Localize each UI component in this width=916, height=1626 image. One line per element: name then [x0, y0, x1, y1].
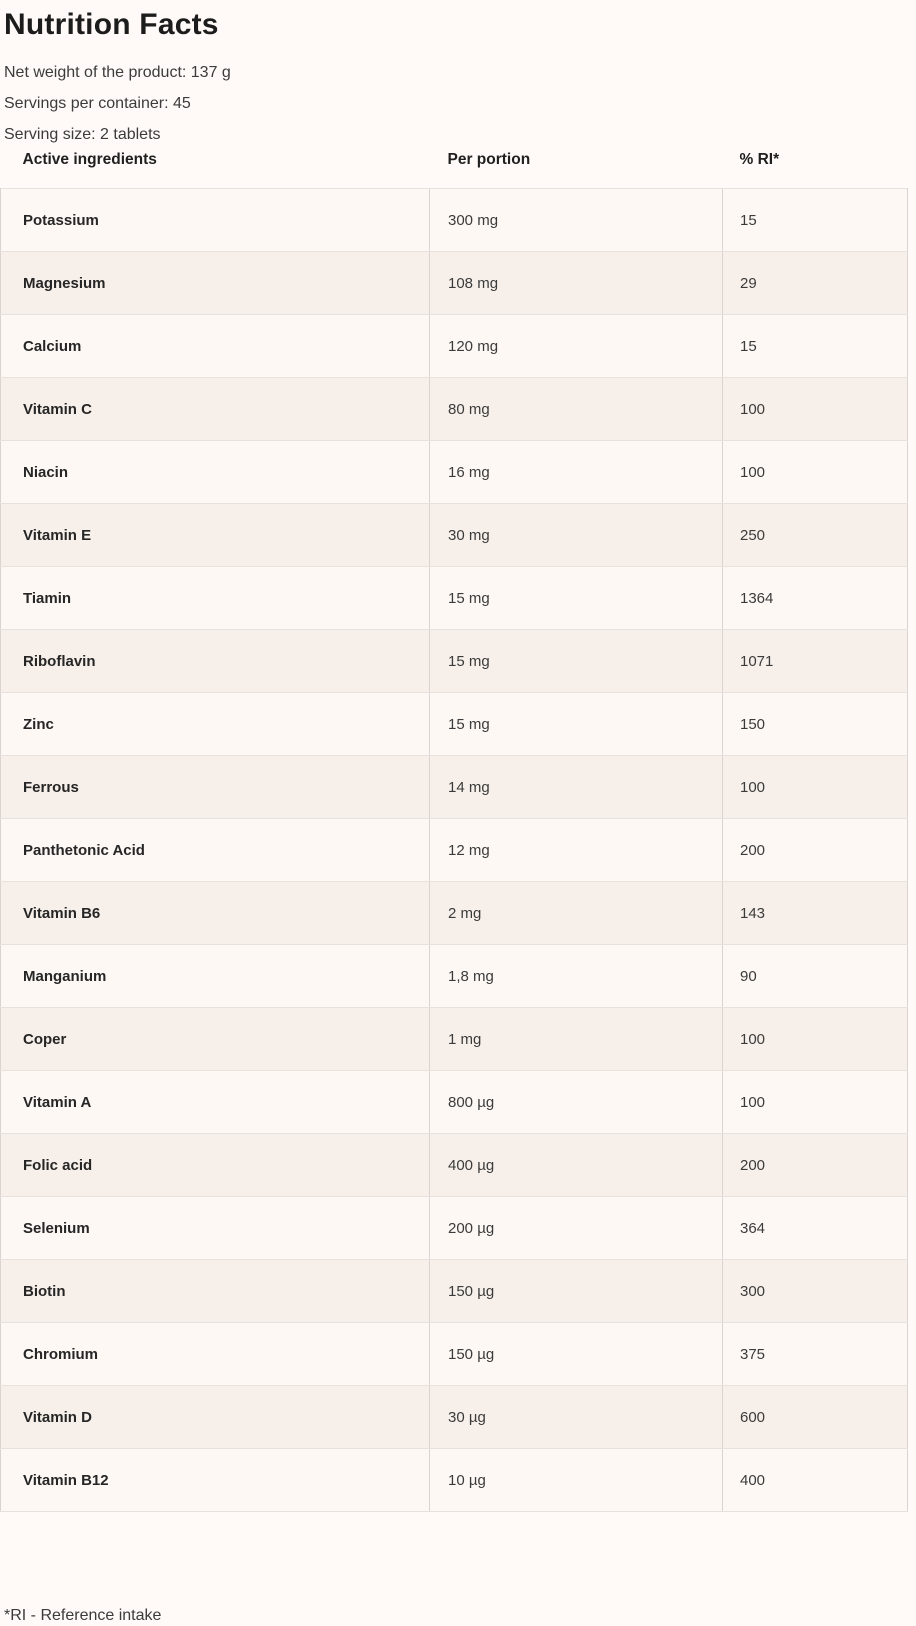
per-portion-value-cell: 14 mg: [429, 755, 723, 819]
table-header-row: Active ingredients Per portion % RI*: [1, 150, 908, 189]
table-row: Vitamin D 30 µg 600: [0, 1385, 908, 1449]
table-row: Vitamin E 30 mg 250: [0, 503, 908, 567]
per-portion-value-cell: 2 mg: [429, 881, 723, 945]
ri-percent-value-cell: 100: [722, 377, 908, 441]
ingredient-name-cell: Vitamin A: [0, 1070, 430, 1134]
col-header-per-portion: Per portion: [447, 151, 531, 168]
per-portion-value-cell: 30 µg: [429, 1385, 723, 1449]
ri-percent-value-cell: 1071: [722, 629, 908, 693]
table-row: Magnesium 108 mg 29: [0, 251, 908, 315]
nutrition-table: Active ingredients Per portion % RI* Pot…: [0, 150, 908, 1512]
col-header-ri-percent: % RI*: [739, 151, 780, 168]
net-weight-line: Net weight of the product: 137 g: [4, 64, 231, 81]
ingredient-name-cell: Coper: [0, 1007, 430, 1071]
ri-percent-value-cell: 400: [722, 1448, 908, 1512]
table-row: Riboflavin 15 mg 1071: [0, 629, 908, 693]
ri-percent-value-cell: 15: [722, 188, 908, 252]
per-portion-value-cell: 800 µg: [429, 1070, 723, 1134]
ingredient-name-cell: Manganium: [0, 944, 430, 1008]
per-portion-value-cell: 16 mg: [429, 440, 723, 504]
table-row: Potassium 300 mg 15: [0, 188, 908, 252]
ingredient-name-cell: Vitamin C: [0, 377, 430, 441]
ingredient-name-cell: Chromium: [0, 1322, 430, 1386]
table-row: Niacin 16 mg 100: [0, 440, 908, 504]
per-portion-value-cell: 200 µg: [429, 1196, 723, 1260]
table-body: Potassium 300 mg 15 Magnesium 108 mg 29 …: [0, 188, 908, 1512]
table-row: Panthetonic Acid 12 mg 200: [0, 818, 908, 882]
ri-percent-value-cell: 200: [722, 1133, 908, 1197]
ri-percent-value-cell: 100: [722, 1007, 908, 1071]
ri-percent-value-cell: 200: [722, 818, 908, 882]
ingredient-name-cell: Folic acid: [0, 1133, 430, 1197]
page-title: Nutrition Facts: [4, 8, 219, 41]
ingredient-name-cell: Calcium: [0, 314, 430, 378]
table-row: Vitamin B12 10 µg 400: [0, 1448, 908, 1512]
per-portion-value-cell: 15 mg: [429, 629, 723, 693]
table-row: Vitamin A 800 µg 100: [0, 1070, 908, 1134]
ingredient-name-cell: Vitamin B12: [0, 1448, 430, 1512]
product-meta: Net weight of the product: 137 g Serving…: [0, 57, 916, 150]
ingredient-name-cell: Niacin: [0, 440, 430, 504]
ri-percent-value-cell: 1364: [722, 566, 908, 630]
ingredient-name-cell: Panthetonic Acid: [0, 818, 430, 882]
per-portion-value-cell: 10 µg: [429, 1448, 723, 1512]
ingredient-name-cell: Magnesium: [0, 251, 430, 315]
ingredient-name-cell: Vitamin D: [0, 1385, 430, 1449]
per-portion-value-cell: 1,8 mg: [429, 944, 723, 1008]
table-row: Biotin 150 µg 300: [0, 1259, 908, 1323]
ingredient-name-cell: Vitamin E: [0, 503, 430, 567]
ri-percent-value-cell: 100: [722, 755, 908, 819]
per-portion-value-cell: 15 mg: [429, 692, 723, 756]
ingredient-name-cell: Riboflavin: [0, 629, 430, 693]
ri-percent-value-cell: 250: [722, 503, 908, 567]
ri-percent-value-cell: 150: [722, 692, 908, 756]
per-portion-value-cell: 15 mg: [429, 566, 723, 630]
table-row: Calcium 120 mg 15: [0, 314, 908, 378]
per-portion-value-cell: 120 mg: [429, 314, 723, 378]
per-portion-value-cell: 1 mg: [429, 1007, 723, 1071]
per-portion-value-cell: 150 µg: [429, 1322, 723, 1386]
ingredient-name-cell: Biotin: [0, 1259, 430, 1323]
ri-percent-value-cell: 375: [722, 1322, 908, 1386]
table-row: Vitamin B6 2 mg 143: [0, 881, 908, 945]
ingredient-name-cell: Selenium: [0, 1196, 430, 1260]
ri-percent-value-cell: 143: [722, 881, 908, 945]
table-row: Tiamin 15 mg 1364: [0, 566, 908, 630]
table-header: Active ingredients Per portion % RI*: [1, 150, 908, 189]
col-header-active-ingredients: Active ingredients: [22, 151, 157, 168]
serving-size-line: Serving size: 2 tablets: [4, 126, 161, 143]
per-portion-value-cell: 80 mg: [429, 377, 723, 441]
table-row: Manganium 1,8 mg 90: [0, 944, 908, 1008]
ingredient-name-cell: Ferrous: [0, 755, 430, 819]
ri-percent-value-cell: 100: [722, 440, 908, 504]
ri-percent-value-cell: 100: [722, 1070, 908, 1134]
ingredient-name-cell: Zinc: [0, 692, 430, 756]
per-portion-value-cell: 30 mg: [429, 503, 723, 567]
ri-percent-value-cell: 600: [722, 1385, 908, 1449]
ingredient-name-cell: Tiamin: [0, 566, 430, 630]
ri-percent-value-cell: 90: [722, 944, 908, 1008]
table-row: Chromium 150 µg 375: [0, 1322, 908, 1386]
table-row: Zinc 15 mg 150: [0, 692, 908, 756]
per-portion-value-cell: 108 mg: [429, 251, 723, 315]
per-portion-value-cell: 12 mg: [429, 818, 723, 882]
ri-percent-value-cell: 15: [722, 314, 908, 378]
ingredient-name-cell: Potassium: [0, 188, 430, 252]
per-portion-value-cell: 300 mg: [429, 188, 723, 252]
ingredient-name-cell: Vitamin B6: [0, 881, 430, 945]
per-portion-value-cell: 150 µg: [429, 1259, 723, 1323]
table-row: Coper 1 mg 100: [0, 1007, 908, 1071]
ri-percent-value-cell: 29: [722, 251, 908, 315]
reference-intake-footnote: *RI - Reference intake: [4, 1607, 162, 1624]
per-portion-value-cell: 400 µg: [429, 1133, 723, 1197]
table-row: Selenium 200 µg 364: [0, 1196, 908, 1260]
table-row: Vitamin C 80 mg 100: [0, 377, 908, 441]
ri-percent-value-cell: 300: [722, 1259, 908, 1323]
table-row: Folic acid 400 µg 200: [0, 1133, 908, 1197]
ri-percent-value-cell: 364: [722, 1196, 908, 1260]
servings-per-container-line: Servings per container: 45: [4, 95, 191, 112]
table-row: Ferrous 14 mg 100: [0, 755, 908, 819]
